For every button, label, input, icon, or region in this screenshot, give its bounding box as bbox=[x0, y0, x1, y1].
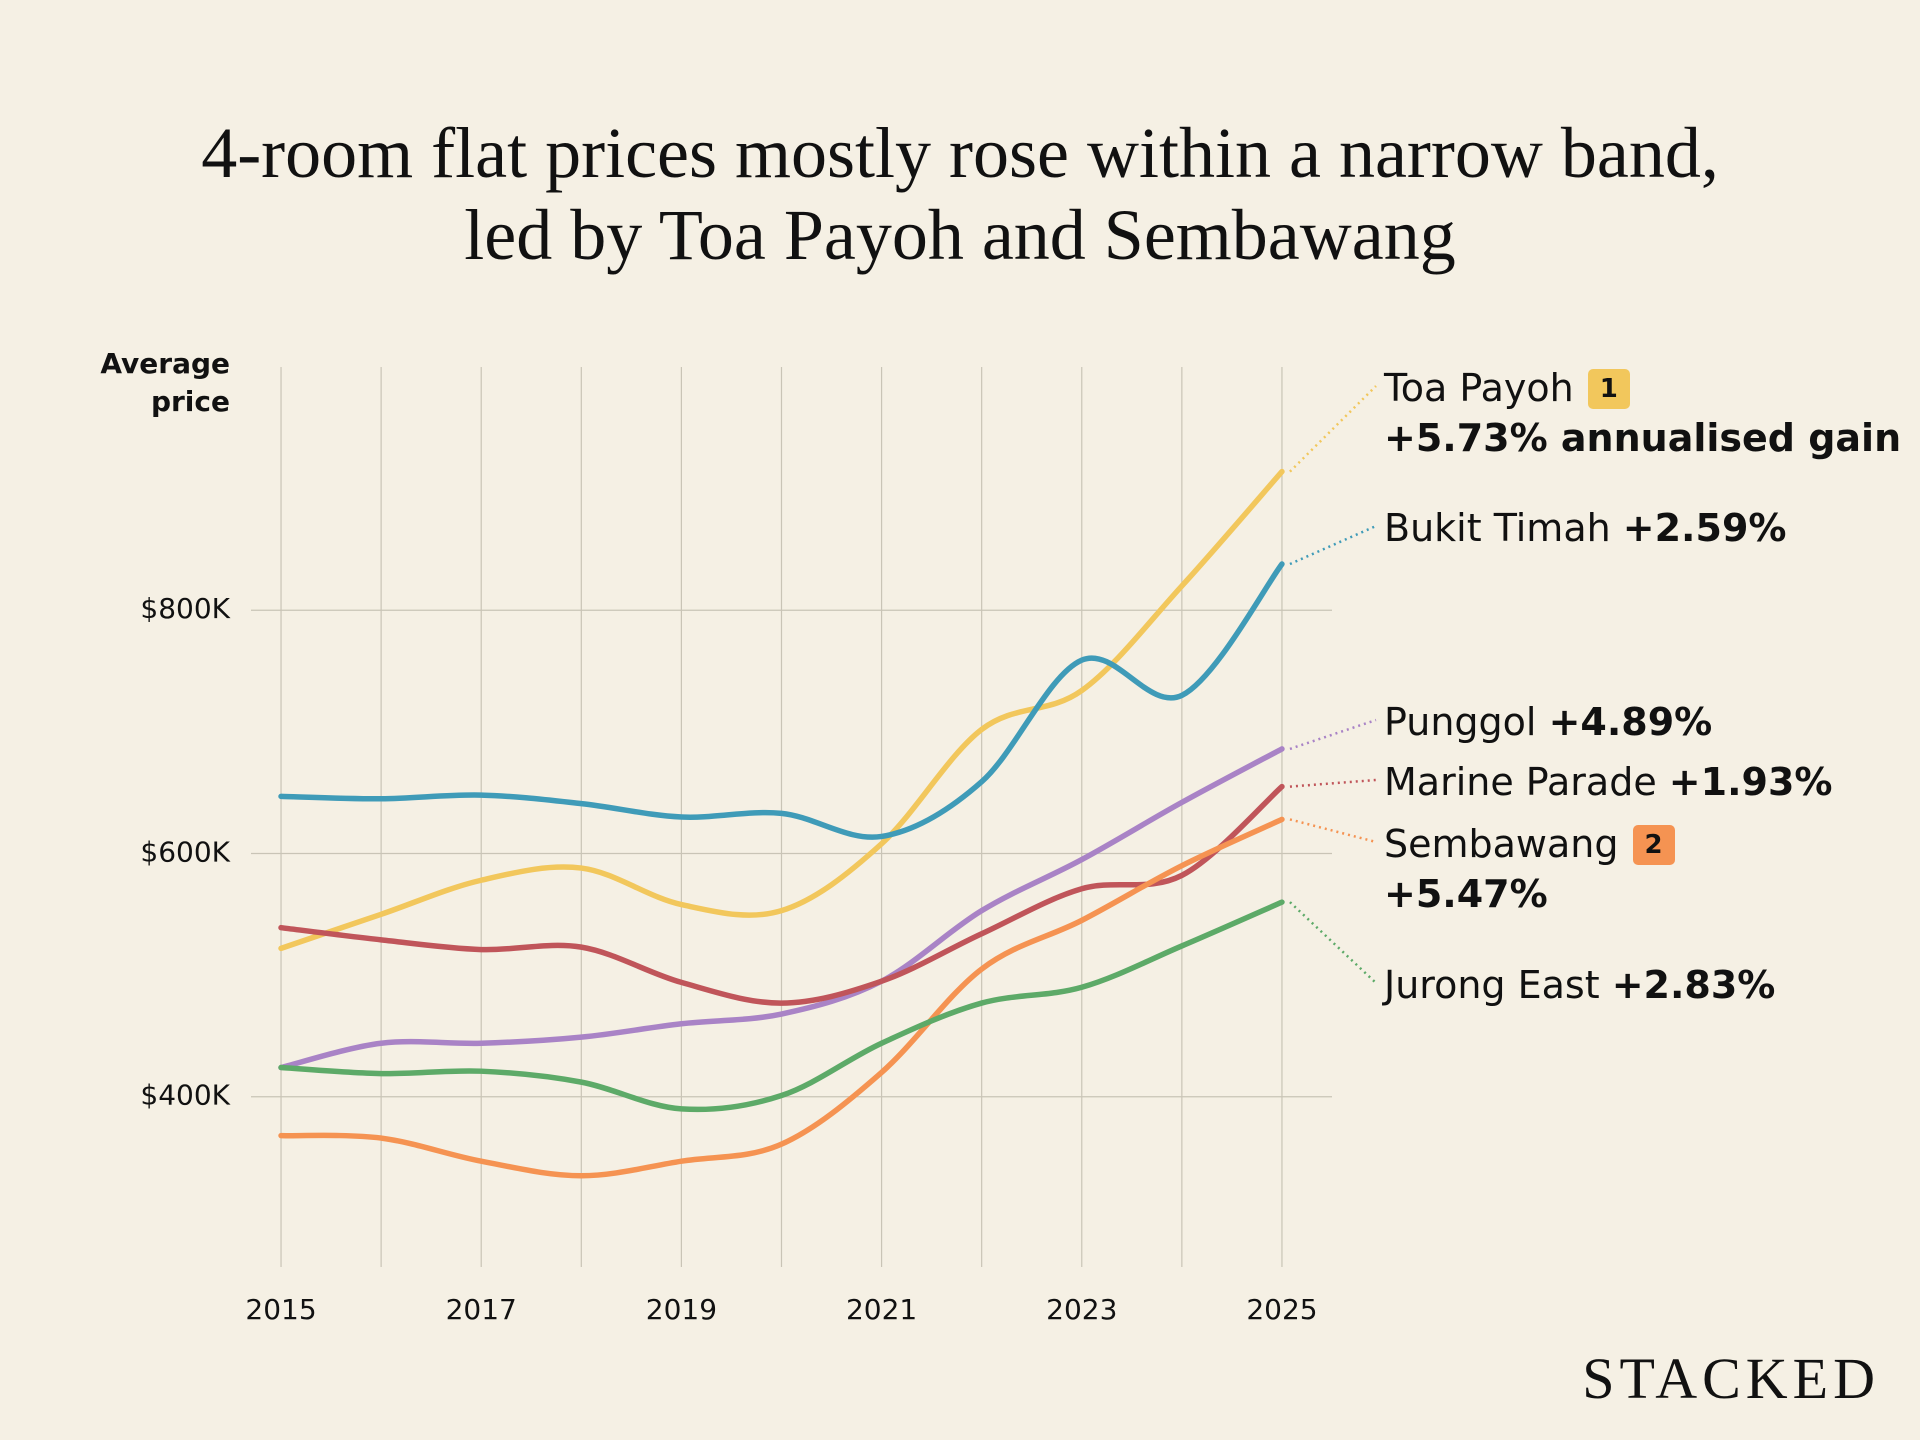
label-connector bbox=[1289, 385, 1377, 473]
label-connector bbox=[1289, 818, 1377, 844]
y-tick-label: $600K bbox=[140, 835, 230, 868]
series-name: Bukit Timah bbox=[1384, 506, 1611, 550]
series-name: Marine Parade bbox=[1384, 760, 1657, 804]
series-line bbox=[278, 783, 1285, 1006]
series-name: Toa Payoh bbox=[1384, 366, 1574, 410]
series-gain: +4.89% bbox=[1548, 700, 1713, 744]
rank-badge: 1 bbox=[1587, 369, 1630, 409]
series-gain: +5.47% bbox=[1384, 872, 1548, 916]
series-label: Sembawang 2 +5.47% bbox=[1384, 819, 1675, 919]
series-label: Marine Parade +1.93% bbox=[1384, 757, 1832, 807]
series-gain: +2.59% bbox=[1622, 506, 1787, 550]
label-connector bbox=[1289, 718, 1377, 751]
label-connector bbox=[1289, 901, 1377, 984]
series-line bbox=[278, 816, 1285, 1179]
brand-logo: STACKED bbox=[1582, 1346, 1880, 1411]
rank-badge: 2 bbox=[1632, 825, 1675, 865]
series-line bbox=[278, 746, 1285, 1071]
chart-title: led by Toa Payoh and Sembawang bbox=[464, 195, 1456, 275]
x-tick-label: 2021 bbox=[846, 1293, 917, 1326]
series-name: Jurong East bbox=[1384, 963, 1600, 1007]
y-axis-label: Average price bbox=[100, 347, 230, 418]
series-label: Bukit Timah +2.59% bbox=[1384, 503, 1786, 553]
x-tick-label: 2023 bbox=[1046, 1293, 1117, 1326]
y-tick-label: $400K bbox=[140, 1079, 230, 1112]
series-name: Sembawang bbox=[1384, 822, 1619, 866]
label-connector bbox=[1289, 778, 1377, 788]
y-tick-label: $800K bbox=[140, 592, 230, 625]
series-label: Toa Payoh 1 +5.73% annualised gain bbox=[1384, 363, 1901, 463]
chart-title: 4-room flat prices mostly rose within a … bbox=[201, 113, 1719, 193]
series-gain: +5.73% annualised gain bbox=[1384, 416, 1902, 460]
series-line bbox=[278, 899, 1285, 1113]
x-tick-label: 2015 bbox=[245, 1293, 316, 1326]
series-line bbox=[278, 468, 1285, 952]
series-label: Jurong East +2.83% bbox=[1384, 960, 1775, 1010]
series-label: Punggol +4.89% bbox=[1384, 697, 1712, 747]
x-tick-label: 2025 bbox=[1246, 1293, 1317, 1326]
label-connector bbox=[1289, 524, 1377, 566]
x-tick-label: 2017 bbox=[446, 1293, 517, 1326]
series-gain: +1.93% bbox=[1668, 760, 1833, 804]
series-line bbox=[278, 561, 1285, 840]
series-name: Punggol bbox=[1384, 700, 1537, 744]
x-tick-label: 2019 bbox=[646, 1293, 717, 1326]
series-gain: +2.83% bbox=[1611, 963, 1776, 1007]
